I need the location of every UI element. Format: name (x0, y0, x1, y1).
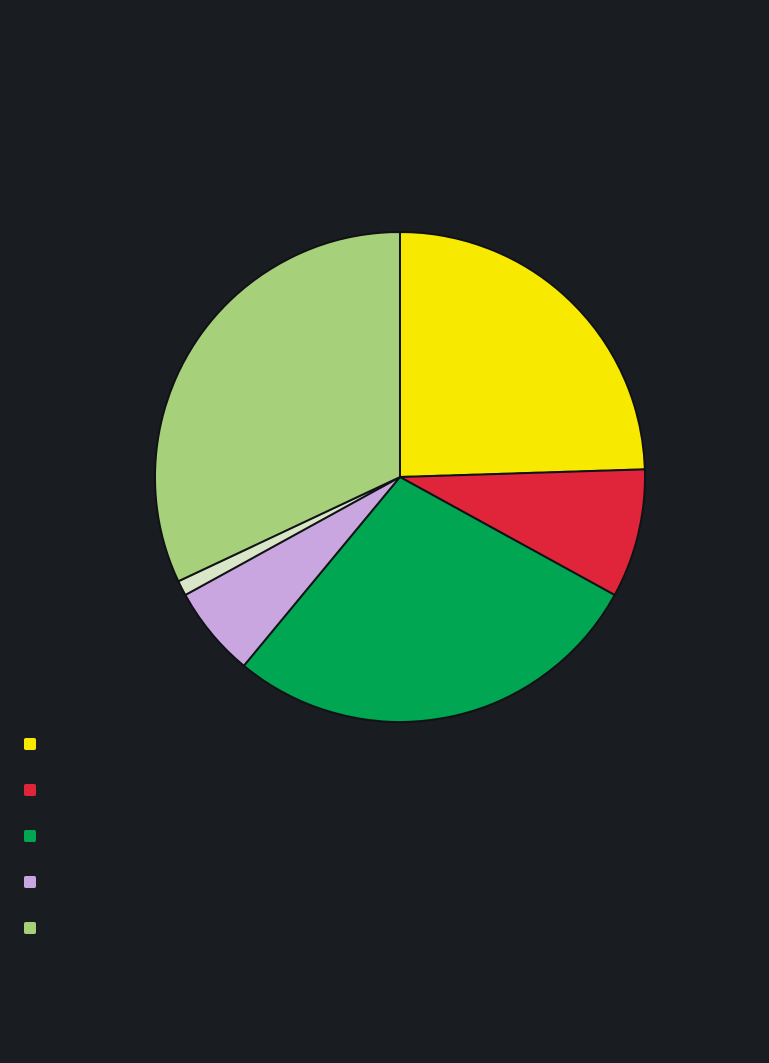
chart-title-line-5 (60, 148, 710, 180)
legend-swatch (24, 784, 36, 796)
pie-slice (154, 230, 401, 583)
legend-swatch (24, 738, 36, 750)
legend-item (24, 730, 744, 758)
pie-chart-svg (154, 230, 646, 723)
chart-title-line-6 (60, 180, 710, 212)
legend-swatch (24, 922, 36, 934)
chart-title-line-2 (60, 52, 710, 84)
chart-title-line-3 (60, 84, 710, 116)
legend-swatch (24, 830, 36, 842)
chart-legend (24, 730, 744, 960)
legend-item (24, 868, 744, 896)
legend-swatch (24, 876, 36, 888)
legend-item (24, 914, 744, 942)
chart-title-block (60, 20, 710, 212)
pie-slice (396, 468, 646, 597)
pie-chart (140, 225, 660, 730)
chart-title-line-1 (60, 20, 710, 52)
pie-slice (399, 230, 646, 479)
chart-title-line-4 (60, 116, 710, 148)
pie-slice (242, 475, 617, 723)
legend-item (24, 776, 744, 804)
legend-item (24, 822, 744, 850)
